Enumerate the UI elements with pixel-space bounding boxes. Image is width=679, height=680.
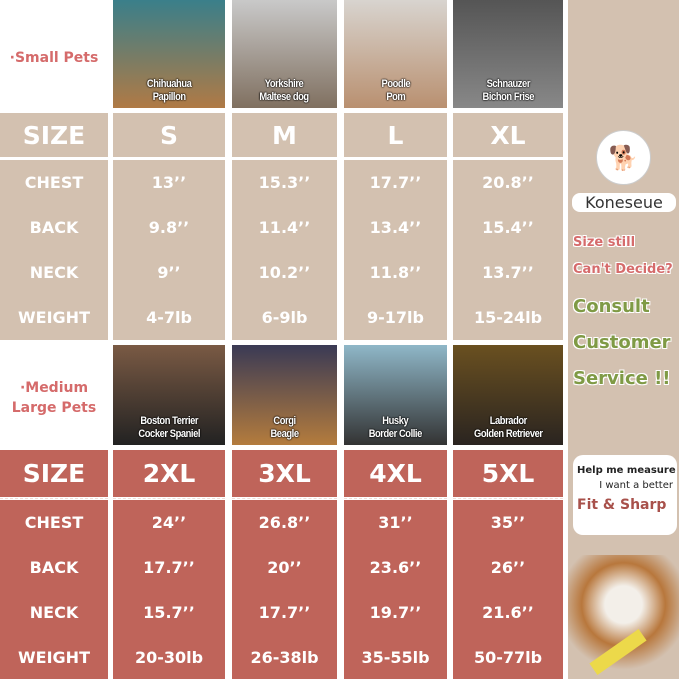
dashed-divider [113, 498, 225, 499]
measurement-label: BACK [29, 558, 79, 577]
size-header: 4XL [344, 450, 447, 497]
breed-photo: Chihuahua Papillon [113, 0, 225, 108]
measurement-value: 35’’ [490, 513, 526, 532]
measurement-value: 17.7’’ [258, 603, 311, 622]
size-column-body [0, 160, 108, 340]
size-header: L [344, 113, 447, 157]
measurement-value: 20’’ [267, 558, 302, 577]
size-header: 2XL [113, 450, 225, 497]
small-pets-label: ·Small Pets [9, 50, 99, 66]
brand-name: Koneseue [572, 193, 676, 212]
measurement-value: 35-55lb [361, 648, 430, 667]
breed-photo: Schnauzer Bichon Frise [453, 0, 563, 108]
measurement-value: 26’’ [490, 558, 526, 577]
consult-line-3: Service !! [573, 368, 671, 389]
measurement-value: 15.4’’ [482, 218, 534, 237]
consult-line-2: Customer [573, 332, 671, 353]
measurement-label: WEIGHT [18, 308, 90, 327]
measurement-value: 11.4’’ [258, 218, 311, 237]
measurement-value: 20.8’’ [482, 173, 534, 192]
measurement-value: 13.7’’ [482, 263, 534, 282]
consult-line-1: Consult [573, 296, 650, 317]
dashed-divider [232, 498, 337, 499]
size-header: XL [453, 113, 563, 157]
measurement-value: 31’’ [378, 513, 413, 532]
breed-caption: Yorkshire Maltese dog [259, 78, 310, 103]
measurement-value: 15.3’’ [258, 173, 311, 192]
size-column-body [453, 500, 563, 679]
bubble-text-3: Fit & Sharp [577, 497, 667, 513]
breed-photo: Boston Terrier Cocker Spaniel [113, 345, 225, 445]
breed-caption: Labrador Golden Retriever [473, 415, 543, 440]
measurement-label: CHEST [24, 513, 84, 532]
measurement-value: 13.4’’ [369, 218, 422, 237]
size-header: 3XL [232, 450, 337, 497]
bubble-text-1: Help me measure [577, 465, 676, 476]
measurement-value: 15.7’’ [143, 603, 195, 622]
measurement-value: 23.6’’ [369, 558, 422, 577]
breed-photo: Labrador Golden Retriever [453, 345, 563, 445]
breed-photo: Poodle Pom [344, 0, 447, 108]
size-label: SIZE [0, 113, 108, 157]
measurement-value: 19.7’’ [369, 603, 422, 622]
size-column-body [344, 160, 447, 340]
measurement-label: CHEST [24, 173, 84, 192]
breed-photo: Husky Border Collie [344, 345, 447, 445]
measurement-value: 6-9lb [261, 308, 308, 327]
size-label: SIZE [0, 450, 108, 497]
measurement-label: BACK [29, 218, 79, 237]
speech-bubble: Help me measure I want a better Fit & Sh… [573, 455, 677, 535]
measurement-value: 13’’ [151, 173, 187, 192]
side-panel: 🐕 Koneseue Size still Can't Decide? Cons… [568, 0, 679, 679]
measurement-value: 26.8’’ [258, 513, 311, 532]
measurement-value: 10.2’’ [258, 263, 311, 282]
size-column-body [232, 500, 337, 679]
measurement-value: 9-17lb [367, 308, 424, 327]
measurement-value: 4-7lb [146, 308, 192, 327]
breed-caption: Chihuahua Papillon [146, 78, 192, 103]
measurement-value: 17.7’’ [369, 173, 422, 192]
size-header: 5XL [453, 450, 563, 497]
dashed-divider [0, 498, 108, 499]
measurement-label: WEIGHT [18, 648, 90, 667]
breed-photo: Yorkshire Maltese dog [232, 0, 337, 108]
size-header: M [232, 113, 337, 157]
size-column-body [0, 500, 108, 679]
size-column-body [113, 500, 225, 679]
bubble-text-2: I want a better [599, 480, 673, 491]
measurement-value: 15-24lb [473, 308, 543, 327]
measurement-value: 20-30lb [134, 648, 204, 667]
measurement-value: 9’’ [157, 263, 181, 282]
breed-caption: Corgi Beagle [270, 415, 299, 440]
dashed-divider [344, 498, 447, 499]
measurement-value: 21.6’’ [482, 603, 534, 622]
measurement-value: 26-38lb [250, 648, 319, 667]
measurement-value: 50-77lb [473, 648, 543, 667]
measurement-value: 17.7’’ [143, 558, 195, 577]
dashed-divider [453, 498, 563, 499]
breed-photo: Corgi Beagle [232, 345, 337, 445]
breed-caption: Husky Border Collie [368, 415, 423, 440]
brand-logo: 🐕 [596, 130, 651, 185]
measurement-label: NECK [29, 263, 79, 282]
size-column-body [453, 160, 563, 340]
size-header: S [113, 113, 225, 157]
breed-caption: Poodle Pom [381, 78, 410, 103]
measurement-value: 24’’ [151, 513, 187, 532]
size-column-body [232, 160, 337, 340]
measurement-label: NECK [29, 603, 79, 622]
large-pets-label: ·Medium Large Pets [11, 380, 97, 416]
question-line-2: Can't Decide? [573, 262, 673, 277]
breed-caption: Boston Terrier Cocker Spaniel [138, 415, 200, 440]
size-column-body [113, 160, 225, 340]
measurement-value: 9.8’’ [148, 218, 190, 237]
beagle-photo [568, 555, 679, 679]
size-column-body [344, 500, 447, 679]
measurement-value: 11.8’’ [369, 263, 422, 282]
question-line-1: Size still [573, 235, 636, 250]
breed-caption: Schnauzer Bichon Frise [482, 78, 534, 103]
